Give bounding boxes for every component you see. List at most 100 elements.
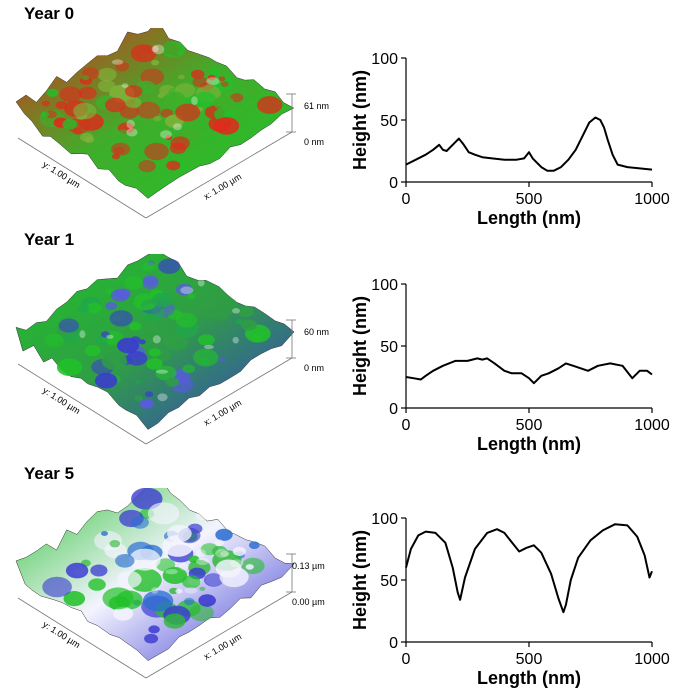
surface-grain: [117, 337, 140, 354]
surface-grain: [45, 110, 57, 119]
x-tick-label: 0: [402, 191, 411, 208]
surface-grain: [149, 332, 159, 340]
panel-title: Year 0: [24, 4, 75, 23]
surface-grain: [95, 335, 109, 345]
surface-grain: [142, 590, 174, 612]
surface-grain: [139, 399, 154, 409]
z-min-label: 0 nm: [304, 137, 325, 147]
surface-x-label: x: 1.00 µm: [202, 171, 243, 201]
y-tick-label: 100: [371, 511, 398, 528]
surface-highlight: [160, 130, 172, 139]
surface-highlight: [151, 45, 159, 53]
surface-grain: [245, 564, 254, 570]
surface-grain: [46, 88, 59, 97]
surface-grain: [178, 74, 185, 80]
surface-highlight: [151, 587, 159, 594]
z-max-label: 0.13 µm: [292, 561, 325, 571]
surface-grain: [146, 358, 163, 370]
z-max-label: 60 nm: [304, 327, 330, 337]
y-edge-line: [17, 363, 147, 445]
surface-grain: [237, 305, 254, 318]
surface-grain: [97, 67, 117, 82]
surface-grain: [156, 558, 176, 572]
surface-highlight: [191, 96, 198, 105]
surface-grain: [41, 100, 51, 107]
surface-grain: [184, 597, 195, 606]
surface-highlight: [126, 128, 138, 137]
y-edge-line: [17, 137, 147, 219]
surface-grain: [203, 573, 224, 587]
surface-highlight: [179, 563, 189, 571]
surface-grain: [257, 96, 283, 114]
surface-grain: [213, 95, 235, 111]
y-tick-label: 50: [380, 339, 398, 356]
x-tick-label: 1000: [634, 651, 670, 668]
y-tick-label: 100: [371, 51, 398, 68]
z-min-label: 0 nm: [304, 363, 325, 373]
surface-x-label: x: 1.00 µm: [202, 631, 243, 661]
surface-highlight: [196, 557, 209, 566]
surface-grain: [42, 576, 72, 598]
surface-grain: [215, 559, 242, 578]
surface-grain: [142, 275, 159, 287]
surface-grain: [175, 103, 201, 122]
surface-grain: [218, 357, 226, 362]
surface-grain: [197, 334, 215, 346]
surface-grain: [63, 332, 80, 345]
surface-grain: [101, 331, 110, 338]
surface-grain: [211, 296, 238, 315]
surface-highlight: [157, 393, 168, 402]
y-axis-label: Height (nm): [350, 296, 370, 396]
surface-grain: [111, 153, 120, 160]
surface-highlight: [152, 335, 161, 344]
surface-grain: [215, 528, 233, 541]
surface-grain: [109, 310, 133, 327]
y-axis-label: Height (nm): [350, 70, 370, 170]
surface-grain: [55, 101, 68, 110]
x-axis-label: Length (nm): [477, 208, 581, 228]
surface-grain: [147, 502, 180, 525]
surface-grain: [78, 305, 90, 313]
surface-grain: [131, 516, 149, 529]
surface-grain: [97, 79, 116, 93]
surface-grain: [144, 142, 169, 161]
x-axis-label: Length (nm): [477, 668, 581, 688]
surface-grain: [189, 604, 214, 622]
surface-grain: [193, 348, 219, 367]
surface-highlight: [215, 548, 229, 558]
surface-highlight: [197, 279, 205, 287]
y-tick-label: 0: [389, 401, 398, 418]
surface-grain: [133, 293, 158, 311]
panel-year-5: Year 5 y: 1.00 µm x: 1.00 µm 0.13 µm 0.00…: [0, 460, 689, 688]
x-edge-line: [145, 131, 293, 219]
surface-grain: [94, 372, 118, 389]
surface-grain: [169, 142, 187, 154]
surface-grain: [198, 594, 216, 607]
surface-highlight: [184, 587, 198, 594]
surface-grain: [115, 554, 135, 568]
surface-grain: [105, 301, 118, 310]
surface-highlight: [121, 83, 129, 88]
surface-highlight: [79, 330, 86, 339]
surface-grain: [153, 115, 162, 122]
surface-grain: [134, 395, 144, 402]
surface-grain: [101, 531, 108, 536]
surface-grain: [214, 117, 240, 135]
surface-grain: [176, 283, 193, 296]
surface-grain: [138, 160, 156, 173]
surface-grain: [214, 539, 224, 547]
surface-grain: [72, 127, 83, 135]
surface-grain: [164, 91, 186, 107]
surface-grain: [123, 276, 144, 290]
surface-x-label: x: 1.00 µm: [202, 397, 243, 427]
panel-year-1: Year 1 y: 1.00 µm x: 1.00 µm 60 nm 0 nm 0…: [0, 226, 689, 454]
y-tick-label: 0: [389, 175, 398, 192]
x-edge-line: [145, 591, 293, 679]
y-tick-label: 100: [371, 277, 398, 294]
surface-grain: [162, 567, 188, 584]
surface-grain: [235, 319, 244, 325]
surface-grain: [115, 61, 130, 72]
surface-highlight: [165, 568, 178, 575]
